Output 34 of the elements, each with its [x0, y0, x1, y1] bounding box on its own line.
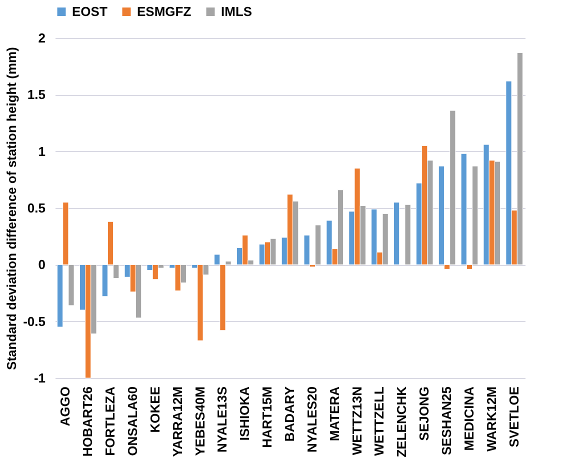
- legend-label: ESMGFZ: [137, 4, 192, 19]
- x-tick-label: WETTZ13N: [349, 386, 364, 456]
- x-tick-label: BADARY: [282, 386, 297, 442]
- x-tick-label: SEJONG: [416, 386, 432, 441]
- x-tick-label: ZELENCHK: [394, 386, 410, 458]
- y-tick-label: -1: [34, 370, 46, 386]
- y-tick-label: 1.5: [27, 87, 46, 102]
- x-tick-label: HOBART26: [80, 386, 96, 457]
- legend-label: IMLS: [221, 4, 252, 19]
- legend-label: EOST: [72, 4, 108, 19]
- x-tick-label: SVETLOE: [506, 386, 522, 448]
- x-tick-label: NYALE13S: [214, 386, 230, 452]
- y-tick-label: 0.5: [27, 200, 46, 216]
- x-tick-label: YEBES40M: [192, 386, 208, 456]
- x-tick-label: KOKEE: [147, 386, 162, 433]
- x-tick-label: WARK12M: [484, 386, 499, 452]
- y-axis-title: Standard deviation difference of station height (mm): [4, 47, 20, 370]
- x-tick-label: WETTZELL: [372, 386, 387, 456]
- x-tick-label: SESHAN25: [439, 386, 454, 456]
- x-tick-label: MATERA: [326, 386, 342, 442]
- y-tick-label: 0: [38, 257, 46, 272]
- x-tick-label: ONSALA60: [124, 386, 140, 456]
- x-tick-label: YARRA12M: [170, 386, 185, 457]
- x-tick-label: AGGO: [58, 386, 73, 426]
- bar: [394, 202, 400, 265]
- x-tick-label: MEDICINA: [461, 386, 476, 451]
- x-tick-label: ISHIOKA: [237, 386, 252, 441]
- bar: [404, 204, 411, 265]
- y-tick-label: 1: [38, 144, 46, 159]
- y-tick-label: -0.5: [23, 314, 46, 329]
- y-tick-label: 2: [38, 30, 46, 46]
- x-tick-label: FORTLEZA: [102, 386, 118, 456]
- x-tick-label: NYALES20: [304, 386, 320, 452]
- x-tick-label: HART15M: [260, 386, 275, 448]
